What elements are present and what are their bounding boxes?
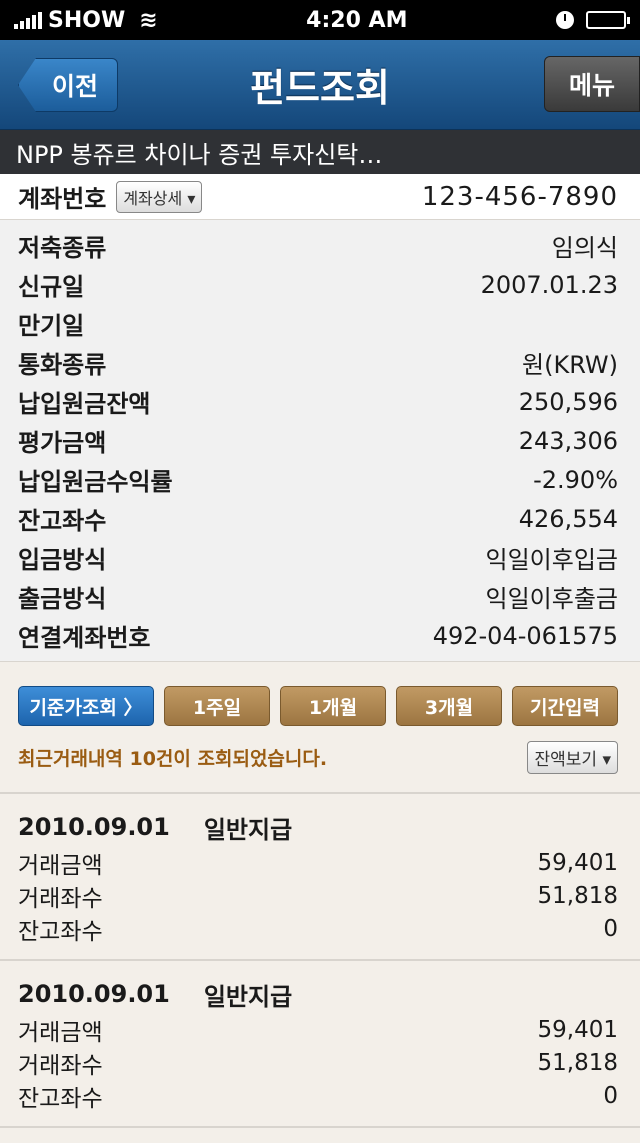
account-label: 계좌번호 [18,185,107,213]
info-row: 저축종류 임의식 [18,226,618,265]
account-row: 계좌번호 계좌상세 ▾ 123-456-7890 [0,174,640,220]
battery-icon [585,11,630,29]
info-row: 만기일 [18,304,618,343]
period-3month-button[interactable]: 3개월 [396,686,502,726]
fund-info-list: 저축종류 임의식 신규일 2007.01.23 만기일 통화종류 원(KRW) 납입원… [0,220,640,662]
info-key: 통화종류 [18,351,107,379]
info-value: 임의식 [551,234,618,262]
info-row: 납입원금잔액 250,596 [18,382,618,421]
result-notice: 최근거래내역 10건이 조회되었습니다. [18,747,328,770]
status-time: 4:20 AM [306,7,408,33]
info-value: 원(KRW) [522,351,618,379]
transaction-balance: 0 [603,915,618,942]
transaction-type: 일반지급 [203,815,293,844]
period-button-row: 기준가조회 〉 1주일 1개월 3개월 기간입력 [18,686,618,726]
transaction-row: 거래좌수 51,818 [18,879,618,912]
status-right [555,11,630,29]
transaction-header: 2010.09.01 일반지급 [18,975,618,1013]
base-price-button[interactable]: 기준가조회 〉 [18,686,154,726]
info-key: 출금방식 [18,585,107,613]
info-row: 잔고좌수 426,554 [18,499,618,538]
transaction-header: 2010.09.01 일반지급 [18,808,618,846]
transaction-row: 거래금액 59,401 [18,1013,618,1046]
transaction-date: 2010.09.01 [18,813,170,841]
carrier-name: SHOW [48,7,126,33]
info-key: 납입원금잔액 [18,390,151,418]
info-value: 익일이후출금 [485,585,618,613]
transaction-date: 2010.09.01 [18,980,170,1008]
status-bar: SHOW ≋ 4:20 AM [0,0,640,40]
transaction-label: 거래좌수 [18,885,103,912]
period-input-button[interactable]: 기간입력 [512,686,618,726]
transaction-row: 잔고좌수 0 [18,1079,618,1112]
period-1month-button[interactable]: 1개월 [280,686,386,726]
transaction-balance: 0 [603,1082,618,1109]
alarm-clock-icon [555,11,574,29]
info-value: 2007.01.23 [480,270,618,299]
fund-name: NPP 봉쥬르 차이나 증권 투자신탁… [0,130,640,174]
info-key: 저축종류 [18,234,107,262]
balance-view-button[interactable]: 잔액보기 ▾ [527,740,618,774]
transaction-label: 잔고좌수 [18,1085,103,1112]
info-value: 426,554 [518,504,618,533]
info-row: 입금방식 익일이후입금 [18,538,618,577]
info-key: 만기일 [18,312,85,340]
info-key: 잔고좌수 [18,507,107,535]
info-key: 납입원금수익률 [18,468,173,496]
info-value: 492-04-061575 [432,621,618,650]
info-value: 243,306 [518,426,618,455]
info-value: -2.90% [533,465,618,494]
transaction-row: 거래금액 59,401 [18,846,618,879]
account-detail-button[interactable]: 계좌상세 ▾ [116,180,203,213]
info-row: 통화종류 원(KRW) [18,343,618,382]
query-controls: 기준가조회 〉 1주일 1개월 3개월 기간입력 최근거래내역 10건이 조회되… [0,662,640,774]
info-key: 신규일 [18,273,85,301]
wifi-icon: ≋ [139,7,158,33]
transaction-units: 51,818 [537,882,618,909]
info-row: 연결계좌번호 492-04-061575 [18,616,618,655]
account-number: 123-456-7890 [421,181,618,212]
transaction-item: 2010.09.01 일반지급 거래금액 59,401 거래좌수 51,818 잔고좌… [0,961,640,1128]
status-left: SHOW ≋ [14,8,158,33]
balance-view-label: 잔액보기 [534,749,598,770]
signal-icon [14,11,42,29]
transaction-row: 잔고좌수 0 [18,912,618,945]
account-left: 계좌번호 계좌상세 ▾ [18,179,203,214]
notice-row: 최근거래내역 10건이 조회되었습니다. 잔액보기 ▾ [18,740,618,774]
transaction-units: 51,818 [537,1049,618,1076]
transaction-label: 잔고좌수 [18,918,103,945]
transaction-item: 2010.09.01 일반지급 거래금액 59,401 거래좌수 51,818 잔고좌… [0,794,640,961]
transaction-amount: 59,401 [537,849,618,876]
info-row: 평가금액 243,306 [18,421,618,460]
menu-button[interactable]: 메뉴 [544,56,640,112]
info-value: 익일이후입금 [485,546,618,574]
info-key: 평가금액 [18,429,107,457]
transaction-type: 일반지급 [203,982,293,1011]
divider [0,792,640,794]
info-row: 납입원금수익률 -2.90% [18,460,618,499]
info-value: 250,596 [518,387,618,416]
back-button[interactable]: 이전 [18,58,118,112]
info-key: 연결계좌번호 [18,624,151,652]
info-row: 신규일 2007.01.23 [18,265,618,304]
info-row: 출금방식 익일이후출금 [18,577,618,616]
chevron-down-icon: ▾ [602,749,611,770]
transaction-label: 거래금액 [18,852,103,879]
transaction-label: 거래금액 [18,1019,103,1046]
chevron-down-icon: ▾ [187,188,196,208]
navigation-bar: 이전 펀드조회 메뉴 [0,40,640,130]
period-1week-button[interactable]: 1주일 [164,686,270,726]
account-detail-label: 계좌상세 [123,188,183,208]
transaction-row: 거래좌수 51,818 [18,1046,618,1079]
page-title: 펀드조회 [250,66,390,110]
transaction-label: 거래좌수 [18,1052,103,1079]
info-key: 입금방식 [18,546,107,574]
transaction-amount: 59,401 [537,1016,618,1043]
